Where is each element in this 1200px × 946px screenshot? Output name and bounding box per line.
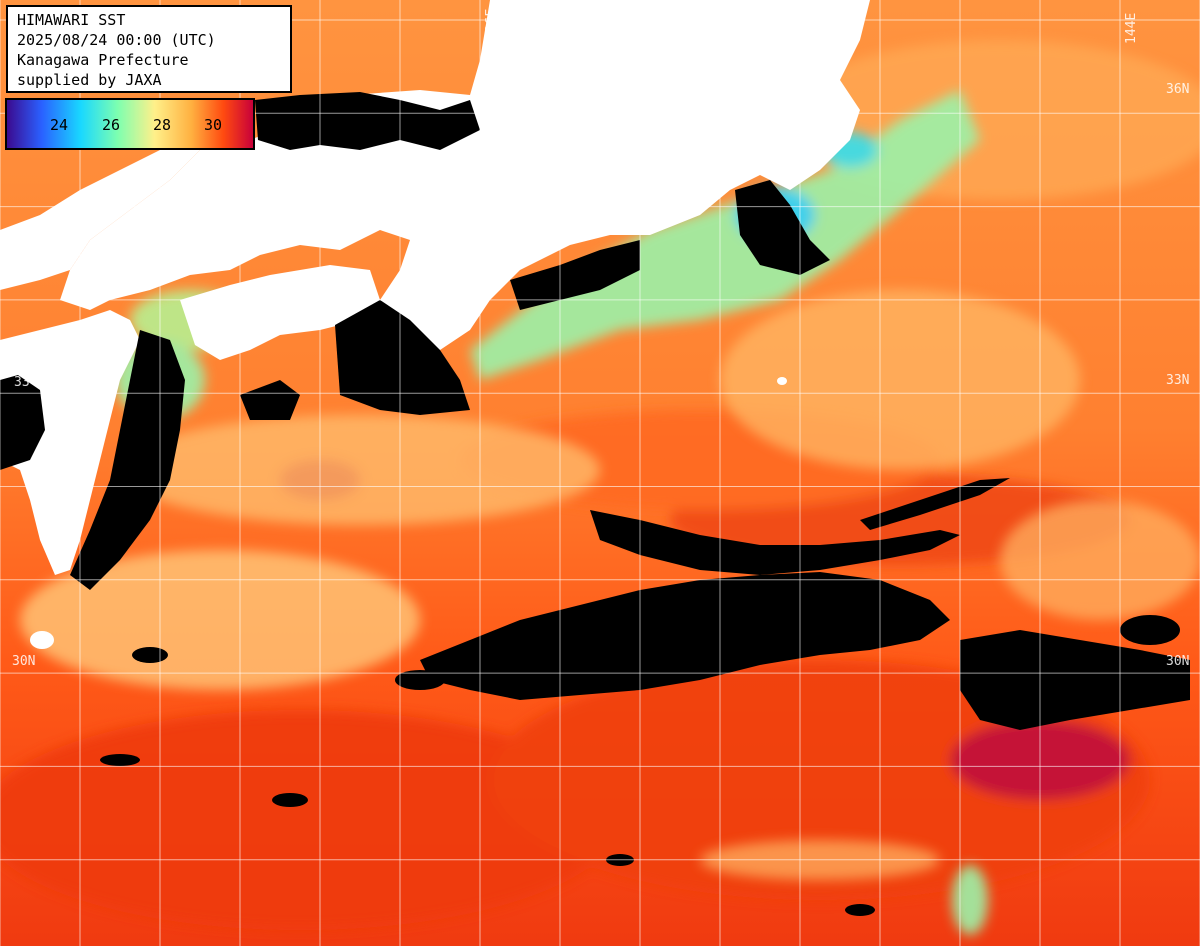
land-kyushu bbox=[0, 310, 140, 575]
cloud-dot-6 bbox=[845, 904, 875, 916]
grid-label-33n: 33N bbox=[1166, 373, 1190, 388]
legend-tick-30: 30 bbox=[203, 116, 223, 134]
grid-label-30n: 30N bbox=[1166, 654, 1190, 669]
grid-label-33-west: 33 bbox=[14, 375, 30, 390]
land-top-strip bbox=[590, 0, 860, 25]
land-honshu bbox=[60, 0, 870, 350]
land-islet-4 bbox=[533, 192, 561, 236]
grid-label-36n: 36N bbox=[1166, 82, 1190, 97]
land-chugoku-north bbox=[0, 150, 200, 290]
color-legend: 24 26 28 30 bbox=[5, 98, 255, 150]
info-title: HIMAWARI SST bbox=[17, 11, 126, 29]
cloud-masks bbox=[0, 92, 1190, 916]
cloud-north-strip bbox=[255, 92, 480, 150]
cloud-thin-streak bbox=[860, 478, 1010, 530]
grid-label-144e: 144E bbox=[1124, 12, 1139, 44]
land-shikoku bbox=[180, 265, 380, 360]
legend-gradient-bar bbox=[7, 100, 253, 148]
cloud-dot-4 bbox=[1120, 615, 1180, 645]
land-islet-3 bbox=[478, 158, 496, 186]
info-credit: supplied by JAXA bbox=[17, 71, 162, 89]
cloud-kii-channel bbox=[335, 300, 470, 415]
legend-tick-24: 24 bbox=[49, 116, 69, 134]
info-datetime: 2025/08/24 00:00 (UTC) bbox=[17, 31, 216, 49]
cloud-south-coast bbox=[240, 380, 300, 420]
land-islet-5 bbox=[777, 377, 787, 385]
cloud-east-cluster bbox=[960, 630, 1190, 730]
cloud-west-coast bbox=[70, 330, 185, 590]
cloud-dot-7 bbox=[395, 670, 445, 690]
cloud-dot-5 bbox=[132, 647, 168, 663]
cloud-mid-band bbox=[590, 510, 960, 575]
cloud-west-edge bbox=[0, 375, 45, 470]
info-prefecture: Kanagawa Prefecture bbox=[17, 51, 189, 69]
grid-label-30n-west: 30N bbox=[12, 654, 36, 669]
land-islet-2 bbox=[30, 631, 54, 649]
cloud-dot-3 bbox=[100, 754, 140, 766]
grid-label-136e: 136E bbox=[484, 8, 499, 40]
legend-tick-28: 28 bbox=[152, 116, 172, 134]
legend-tick-26: 26 bbox=[101, 116, 121, 134]
cloud-dot-1 bbox=[272, 793, 308, 807]
cloud-izu bbox=[735, 180, 830, 275]
info-box: HIMAWARI SST 2025/08/24 00:00 (UTC) Kana… bbox=[6, 5, 292, 93]
cloud-tokai bbox=[510, 240, 640, 310]
cloud-big-band bbox=[420, 572, 950, 700]
